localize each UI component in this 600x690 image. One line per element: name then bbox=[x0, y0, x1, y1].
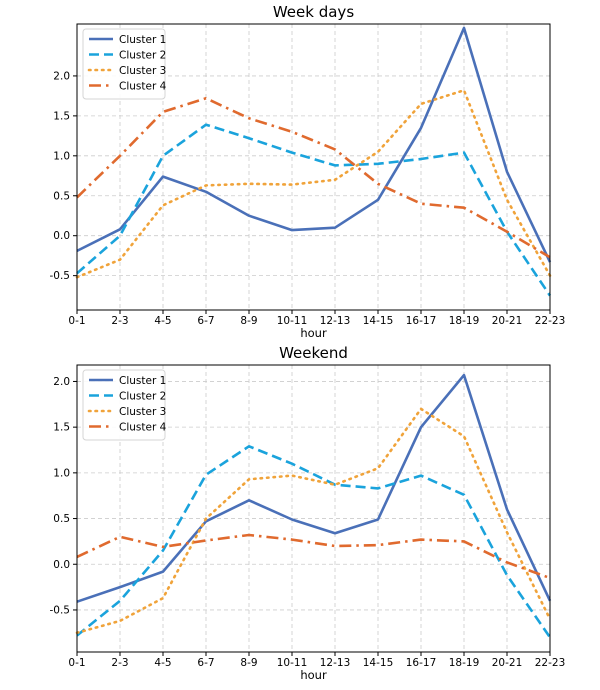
legend-box bbox=[82, 28, 166, 100]
chart-title: Weekend bbox=[279, 345, 348, 362]
x-tick-label: 2-3 bbox=[111, 657, 128, 669]
y-tick-label: -0.5 bbox=[50, 270, 71, 282]
x-tick-label: 22-23 bbox=[535, 315, 566, 327]
y-tick-label: 0.0 bbox=[53, 230, 70, 242]
y-tick-label: 1.5 bbox=[53, 110, 70, 122]
x-tick-label: 8-9 bbox=[240, 315, 257, 327]
series-line-cluster-3 bbox=[75, 407, 552, 635]
series-line-cluster-3 bbox=[75, 89, 552, 279]
y-tick-label: 2.0 bbox=[53, 376, 70, 388]
legend: Cluster 1 Cluster 2 Cluster 3 Cluster 4 bbox=[82, 28, 167, 100]
y-tick-label: 1.0 bbox=[53, 150, 70, 162]
legend-label-cluster-2: Cluster 2 bbox=[119, 49, 166, 61]
x-tick-label: 16-17 bbox=[406, 657, 437, 669]
y-tick-label: 1.0 bbox=[53, 467, 70, 479]
legend-label-cluster-2: Cluster 2 bbox=[119, 390, 166, 402]
x-tick-label: 0-1 bbox=[68, 315, 85, 327]
x-tick-label: 18-19 bbox=[449, 315, 480, 327]
plot-frame bbox=[76, 364, 551, 653]
x-tick-label: 2-3 bbox=[111, 315, 128, 327]
x-tick-label: 6-7 bbox=[197, 657, 214, 669]
series-line-cluster-4 bbox=[76, 533, 551, 580]
series-line-cluster-1 bbox=[76, 26, 552, 263]
series-line-cluster-1 bbox=[76, 373, 552, 603]
y-tick-label: 1.5 bbox=[53, 422, 70, 434]
legend-label-cluster-3: Cluster 3 bbox=[119, 406, 166, 418]
y-tick-label: 0.5 bbox=[53, 513, 70, 525]
series-line-cluster-2 bbox=[76, 445, 552, 639]
legend-label-cluster-4: Cluster 4 bbox=[119, 80, 167, 92]
x-tick-label: 20-21 bbox=[492, 657, 523, 669]
x-tick-label: 10-11 bbox=[277, 315, 308, 327]
x-tick-label: 12-13 bbox=[320, 657, 351, 669]
x-tick-label: 6-7 bbox=[197, 315, 214, 327]
legend-label-cluster-4: Cluster 4 bbox=[119, 421, 167, 433]
x-axis-label: hour bbox=[300, 668, 327, 682]
x-tick-label: 16-17 bbox=[406, 315, 437, 327]
x-tick-label: 10-11 bbox=[277, 657, 308, 669]
x-tick-label: 18-19 bbox=[449, 657, 480, 669]
y-tick-label: 2.0 bbox=[53, 70, 70, 82]
x-tick-label: 20-21 bbox=[492, 315, 523, 327]
series-line-cluster-4 bbox=[76, 97, 551, 259]
y-tick-label: -0.5 bbox=[50, 604, 71, 616]
legend-box bbox=[82, 369, 166, 441]
y-tick-label: 0.5 bbox=[53, 190, 70, 202]
chart-title: Week days bbox=[273, 3, 354, 21]
chart-1: Week days 0-1 2-3 4-5 6-7 8-9 10-11 12-13 14-15 1… bbox=[50, 3, 566, 340]
plot-frame bbox=[76, 23, 551, 311]
x-tick-label: 22-23 bbox=[535, 657, 566, 669]
x-axis-label: hour bbox=[300, 326, 327, 340]
legend-label-cluster-1: Cluster 1 bbox=[119, 34, 166, 46]
x-tick-label: 4-5 bbox=[154, 657, 171, 669]
legend: Cluster 1 Cluster 2 Cluster 3 Cluster 4 bbox=[82, 369, 167, 441]
legend-label-cluster-3: Cluster 3 bbox=[119, 65, 166, 77]
x-tick-label: 8-9 bbox=[240, 657, 257, 669]
x-tick-label: 0-1 bbox=[68, 657, 85, 669]
x-tick-label: 14-15 bbox=[363, 315, 394, 327]
x-tick-label: 4-5 bbox=[154, 315, 171, 327]
legend-label-cluster-1: Cluster 1 bbox=[119, 375, 166, 387]
series-line-cluster-2 bbox=[76, 123, 552, 297]
chart-2: Weekend 0-1 2-3 4-5 6-7 8-9 10-11 12-13 14-15 16-… bbox=[50, 345, 566, 682]
x-tick-label: 12-13 bbox=[320, 315, 351, 327]
y-tick-label: 0.0 bbox=[53, 559, 70, 571]
x-tick-label: 14-15 bbox=[363, 657, 394, 669]
